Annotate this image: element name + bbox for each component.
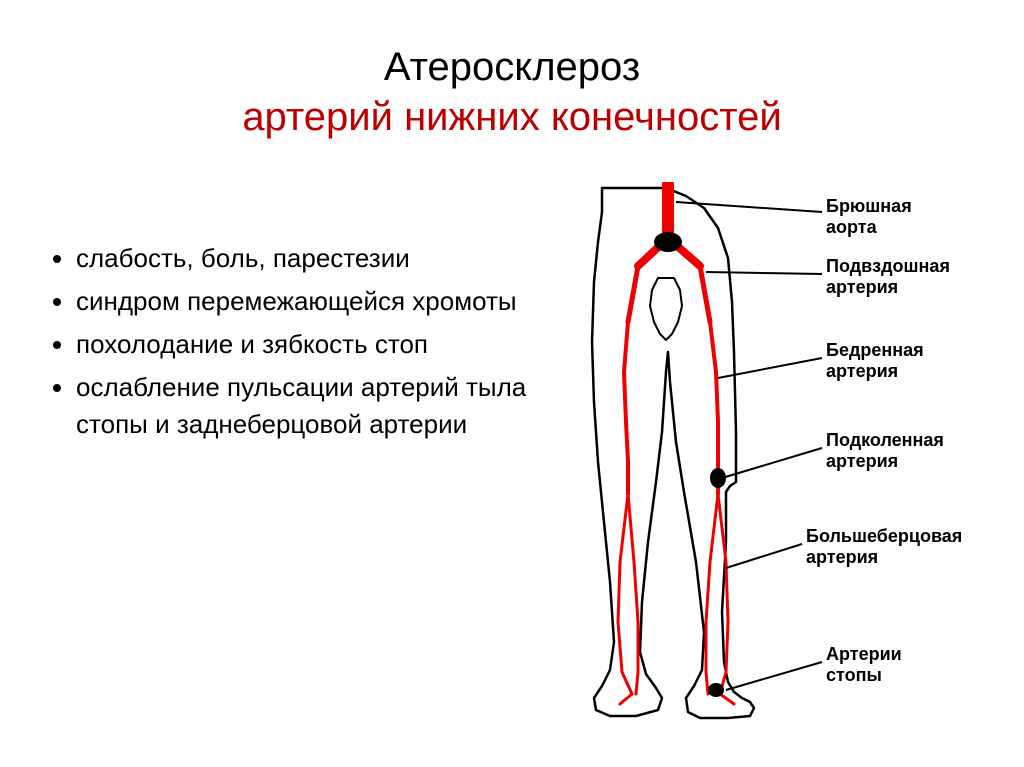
list-item: синдром перемежающейся хромоты	[76, 283, 564, 320]
artery-label-foot-arteries: Артерии стопы	[826, 644, 902, 685]
symptoms-list: слабость, боль, парестезии синдром перем…	[44, 240, 564, 449]
list-item: похолодание и зябкость стоп	[76, 326, 564, 363]
slide-title: Атеросклероз артерий нижних конечностей	[0, 42, 1024, 142]
bullet-list: слабость, боль, парестезии синдром перем…	[44, 240, 564, 443]
diagram-labels: Брюшная аорта Подвздошная артерия Бедренна…	[576, 182, 996, 742]
title-line-1: Атеросклероз	[0, 42, 1024, 92]
artery-label-iliac-artery: Подвздошная артерия	[826, 256, 950, 297]
artery-label-abdominal-aorta: Брюшная аорта	[826, 196, 912, 237]
artery-label-tibial-artery: Большеберцовая артерия	[806, 526, 962, 567]
artery-label-femoral-artery: Бедренная артерия	[826, 340, 924, 381]
list-item: слабость, боль, парестезии	[76, 240, 564, 277]
arteries-diagram: Брюшная аорта Подвздошная артерия Бедренна…	[576, 182, 996, 742]
slide: Атеросклероз артерий нижних конечностей …	[0, 0, 1024, 767]
list-item: ослабление пульсации артерий тыла стопы …	[76, 369, 564, 443]
title-line-2: артерий нижних конечностей	[0, 92, 1024, 142]
artery-label-popliteal-artery: Подколенная артерия	[826, 430, 944, 471]
